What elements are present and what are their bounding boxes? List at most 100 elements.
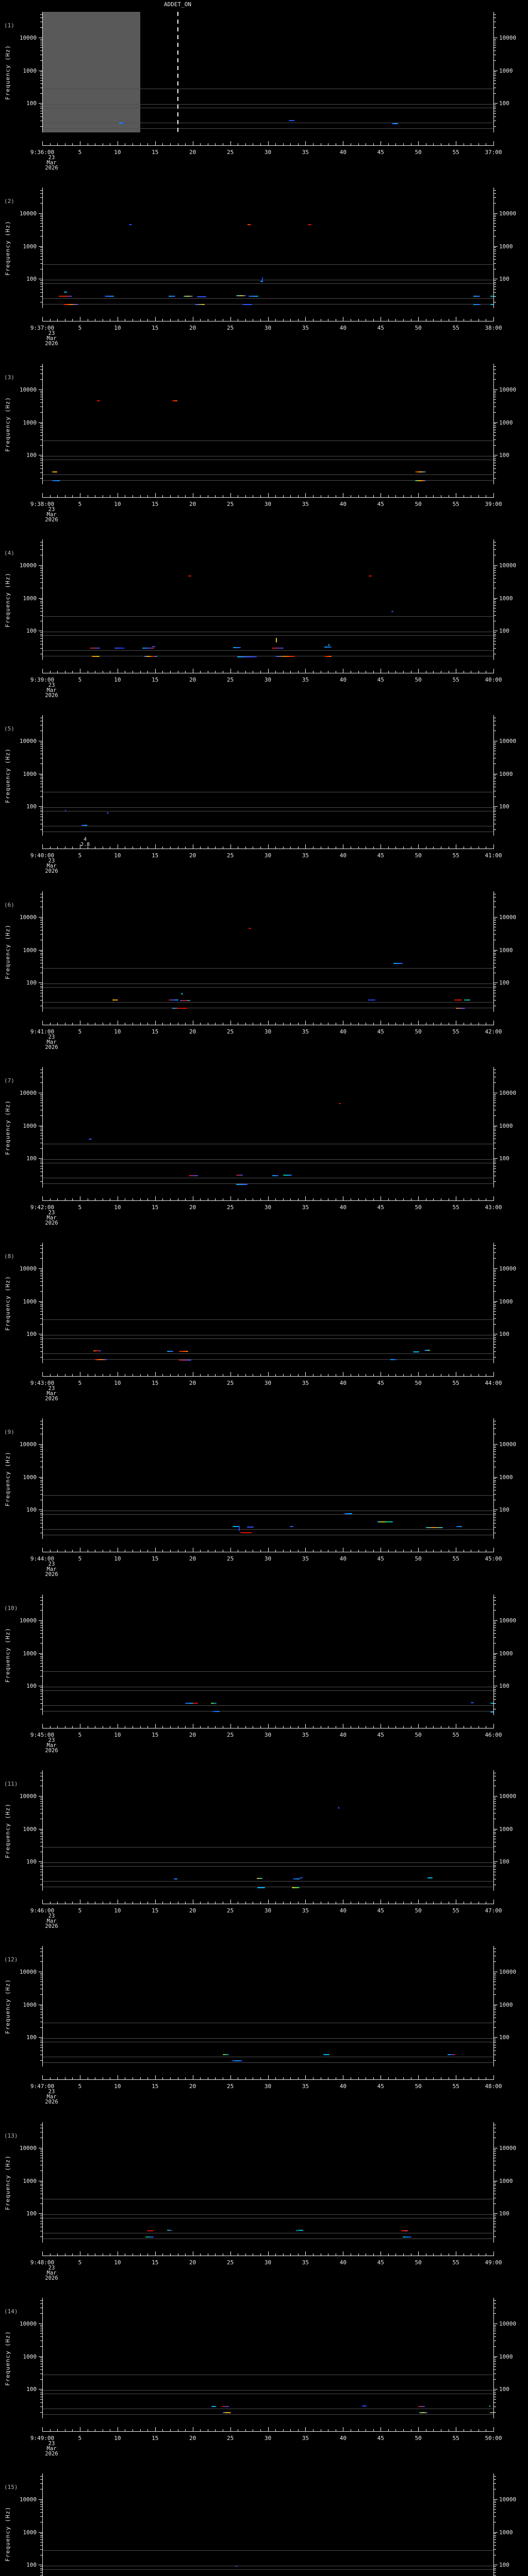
time-tick — [140, 319, 141, 321]
time-tick — [162, 1726, 163, 1728]
freq-minor-tick — [494, 1306, 496, 1307]
freq-tick-label: 10000 — [499, 1617, 517, 1624]
freq-minor-tick — [494, 1813, 496, 1814]
time-tick — [290, 2253, 291, 2256]
freq-minor-tick — [494, 412, 496, 413]
freq-minor-tick — [494, 986, 496, 987]
spectrogram-mark — [222, 2405, 229, 2407]
freq-major-tick — [494, 1444, 498, 1445]
freq-tick-label: 100 — [26, 2562, 37, 2568]
freq-minor-tick — [494, 1637, 496, 1638]
time-tick-label: 15 — [152, 1732, 159, 1738]
time-tick-label: 30 — [264, 2083, 272, 2090]
date-label: 2026 — [45, 2099, 58, 2105]
time-tick-label: 30 — [264, 501, 272, 507]
spectrogram-mark — [93, 1350, 101, 1351]
frequency-gridline — [42, 2414, 493, 2415]
date-label: 23 — [48, 858, 55, 864]
freq-minor-tick — [40, 423, 42, 424]
freq-minor-tick — [40, 1258, 42, 1259]
freq-minor-tick — [40, 1314, 42, 1315]
date-label: Mar — [46, 1391, 57, 1397]
time-start-label: 9:43:00 — [30, 1380, 55, 1386]
freq-minor-tick — [494, 2512, 496, 2513]
freq-minor-tick — [494, 1494, 496, 1495]
time-tick — [493, 141, 494, 145]
spectrogram-mark — [260, 280, 263, 282]
spectrogram-mark — [172, 400, 178, 401]
time-tick — [358, 2253, 359, 2256]
time-axis — [42, 145, 494, 146]
freq-minor-tick — [40, 2221, 42, 2222]
date-label: Mar — [46, 1918, 57, 1924]
time-tick — [147, 1198, 148, 1200]
date-label: Mar — [46, 1566, 57, 1572]
time-tick-label: 30 — [264, 1555, 272, 1562]
time-start-label: 9:44:00 — [30, 1555, 55, 1562]
time-tick — [305, 317, 306, 321]
time-tick-label: 30 — [264, 1732, 272, 1738]
time-tick — [290, 143, 291, 145]
freq-minor-tick — [40, 427, 42, 428]
time-tick-label: 25 — [226, 852, 234, 859]
freq-minor-tick — [40, 632, 42, 633]
freq-minor-tick — [40, 1130, 42, 1131]
freq-minor-tick — [40, 1830, 42, 1831]
time-tick — [42, 844, 43, 849]
time-tick — [275, 1023, 276, 1025]
time-tick — [283, 495, 284, 497]
freq-minor-tick — [494, 379, 496, 380]
freq-minor-tick — [40, 108, 42, 109]
time-tick-label: 55 — [452, 325, 459, 331]
freq-minor-tick — [494, 2533, 496, 2534]
time-tick — [155, 669, 156, 673]
freq-minor-tick — [40, 230, 42, 231]
time-tick — [185, 143, 186, 145]
time-tick-label: 55 — [452, 676, 459, 683]
freq-minor-tick — [494, 2361, 496, 2362]
freq-minor-tick — [494, 2394, 496, 2395]
spectrogram-mark — [424, 1350, 431, 1351]
date-label: 2026 — [45, 868, 58, 874]
time-tick — [245, 2429, 246, 2431]
freq-minor-tick — [40, 1000, 42, 1001]
time-tick — [215, 495, 216, 497]
freq-minor-tick — [494, 1511, 496, 1512]
spectrogram-mark — [292, 1887, 300, 1889]
time-tick — [418, 1196, 419, 1200]
spectrogram-mark — [248, 927, 252, 929]
time-tick — [418, 2427, 419, 2431]
time-tick — [433, 1374, 434, 1376]
time-tick-label: 5 — [78, 1380, 82, 1386]
time-start-label: 9:40:00 — [30, 852, 55, 859]
freq-minor-tick — [40, 1461, 42, 1462]
freq-minor-tick — [40, 369, 42, 370]
time-tick-label: 15 — [152, 501, 159, 507]
time-tick — [373, 143, 374, 145]
time-tick — [50, 2429, 51, 2431]
time-tick-label: 30 — [264, 1907, 272, 1914]
time-tick — [57, 1726, 58, 1728]
spectrogram-mark — [152, 646, 155, 648]
time-tick — [275, 2077, 276, 2079]
date-label: Mar — [46, 2446, 57, 2452]
date-label: 23 — [48, 506, 55, 513]
date-label: Mar — [46, 335, 57, 342]
freq-minor-tick — [494, 1245, 496, 1246]
spectrogram-mark — [392, 123, 398, 124]
time-tick-label: 20 — [189, 2435, 196, 2442]
spectrogram-mark — [262, 277, 263, 282]
time-tick-label: 5 — [78, 676, 82, 683]
time-tick — [245, 495, 246, 497]
freq-minor-tick — [494, 259, 496, 260]
date-label: 2026 — [45, 1923, 58, 1929]
time-tick — [72, 2429, 73, 2431]
time-tick-label: 50 — [415, 1380, 422, 1386]
freq-minor-tick — [40, 216, 42, 217]
time-tick — [403, 846, 404, 849]
time-tick-label: 20 — [189, 1028, 196, 1035]
time-tick — [215, 143, 216, 145]
freq-minor-tick — [494, 1130, 496, 1131]
freq-minor-tick — [494, 465, 496, 466]
